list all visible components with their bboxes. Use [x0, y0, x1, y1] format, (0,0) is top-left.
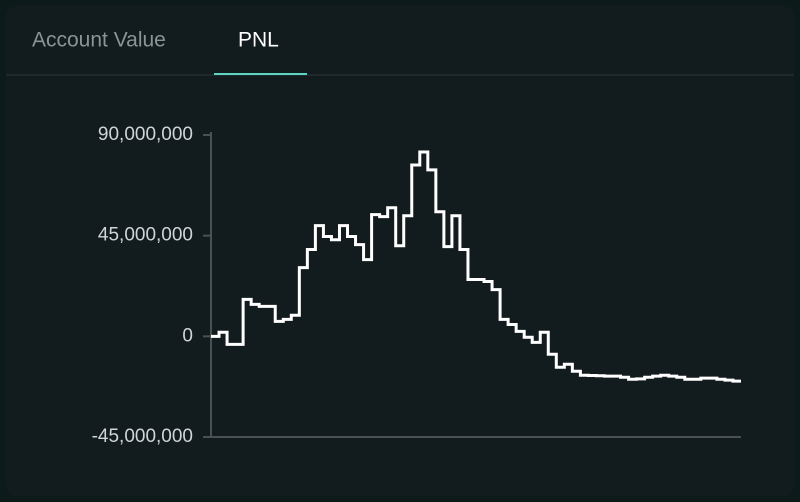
tab-pnl[interactable]: PNL: [238, 29, 279, 52]
y-tick-label: 90,000,000: [98, 124, 193, 145]
card: [6, 6, 794, 496]
y-tick-label: 0: [182, 325, 193, 346]
y-tick-label: 45,000,000: [98, 225, 193, 246]
pnl-line: [211, 150, 741, 383]
tab-account-value[interactable]: Account Value: [32, 29, 166, 52]
y-tick-label: -45,000,000: [92, 426, 193, 447]
